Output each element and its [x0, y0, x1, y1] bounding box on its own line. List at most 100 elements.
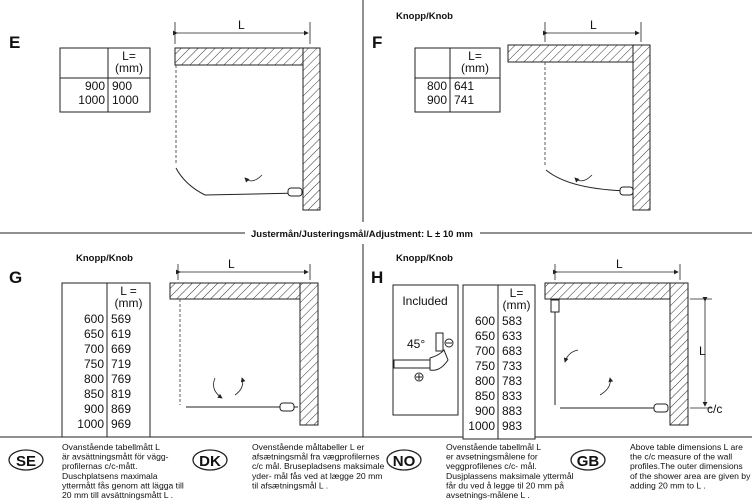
- table-cell-l: 969: [111, 417, 131, 431]
- dimension-label: L: [590, 18, 597, 32]
- table-cell-size: 650: [84, 327, 104, 341]
- panel-label-h: H: [371, 268, 383, 287]
- hinge: [550, 299, 560, 313]
- rotation-arrow: [244, 174, 263, 183]
- angle-label: 45°: [407, 337, 425, 351]
- table-cell-size: 800: [427, 79, 447, 93]
- door-handle: [279, 402, 295, 412]
- rotation-arrow: [574, 174, 593, 183]
- note-line: får du ved å legge til 20 mm på: [446, 480, 564, 490]
- door-handle: [653, 403, 669, 413]
- hinge-detail-icon: [393, 332, 454, 382]
- table-cell-size: 900: [84, 402, 104, 416]
- table-cell-l: 633: [502, 329, 522, 343]
- table-cell-size: 800: [84, 372, 104, 386]
- note-line: adding 20 mm to L .: [630, 480, 706, 490]
- included-label: Included: [402, 294, 447, 308]
- table-header: L=: [510, 286, 524, 300]
- table-cell-size: 900: [85, 79, 105, 93]
- panel-g: Knopp/Knob G L =(mm) 600 569 650 619 700 669 75…: [9, 253, 319, 438]
- language-badge: [192, 449, 228, 471]
- table-header: (mm): [115, 61, 143, 75]
- wall-side: [632, 44, 651, 211]
- rotation-arrow: [213, 377, 223, 399]
- rotation-arrow: [234, 377, 246, 396]
- table-cell-l: 869: [111, 402, 131, 416]
- language-code: GB: [577, 453, 600, 470]
- note-line: avsetnings-målene L .: [446, 490, 530, 500]
- table-cell-size: 600: [475, 314, 495, 328]
- table-cell-size: 600: [84, 312, 104, 326]
- note-line: Ovenstående måltabeller L er: [252, 442, 365, 452]
- table-cell-l: 583: [502, 314, 522, 328]
- note-line: yder- mål fås ved at lægge 20 mm: [252, 471, 382, 481]
- table-cell-size: 900: [475, 404, 495, 418]
- note-line: Ovanstående tabellmått L: [62, 442, 160, 452]
- wall-side: [302, 47, 321, 211]
- table-cell-size: 750: [84, 357, 104, 371]
- table-cell-size: 1000: [77, 417, 104, 431]
- rotation-arrow: [599, 377, 614, 396]
- included-box: [392, 284, 459, 416]
- table-cell-l: 769: [111, 372, 131, 386]
- table-header: (mm): [461, 61, 489, 75]
- dimension-table-h: L=(mm) 600 583 650 633 700 683 750 733 800 783 850 8…: [462, 284, 536, 440]
- panel-label-g: G: [9, 268, 22, 287]
- door-curve: [545, 169, 633, 192]
- table-cell-l: 983: [502, 419, 522, 433]
- language-code: SE: [16, 453, 36, 470]
- wall-top: [544, 282, 689, 300]
- wall-top: [507, 44, 651, 63]
- note-line: of the shower area are given by: [630, 471, 751, 481]
- adjustment-label: Justermån/Justeringsmål/Adjustment: L ± …: [251, 229, 473, 240]
- door-handle: [287, 187, 303, 197]
- table-frame: [462, 284, 536, 440]
- dimension-table-f: L=(mm) 800 641 900 741: [414, 47, 501, 113]
- knob-label-h: Knopp/Knob: [396, 253, 453, 264]
- table-cell-l: 569: [111, 312, 131, 326]
- panel-label-f: F: [372, 33, 382, 52]
- wall-side: [669, 282, 689, 426]
- knob-label-f: Knopp/Knob: [396, 11, 453, 22]
- door-handle: [619, 186, 634, 196]
- table-cell-size: 700: [84, 342, 104, 356]
- table-cell-l: 619: [111, 327, 131, 341]
- table-cell-size: 750: [475, 359, 495, 373]
- note-line: yttermått fås genom att lägga till: [62, 480, 184, 490]
- table-cell-size: 700: [475, 344, 495, 358]
- table-cell-l: 819: [111, 387, 131, 401]
- rotation-arrow: [563, 349, 579, 363]
- language-code: NO: [393, 453, 416, 470]
- note-line: Dusjplassens maksimale yttermål: [446, 471, 574, 481]
- table-cell-size: 1000: [468, 419, 495, 433]
- note-line: afsætningsmål fra vægprofilernes: [252, 452, 380, 462]
- language-badge: [8, 449, 44, 471]
- table-cell-l: 733: [502, 359, 522, 373]
- table-header: L=: [468, 49, 482, 63]
- cc-label: c/c: [707, 402, 722, 416]
- panel-h: Knopp/Knob H Included 45° L=(mm) 600 583 65…: [371, 253, 722, 440]
- table-header: L =: [120, 284, 137, 298]
- language-badge: [386, 449, 422, 471]
- note-line: c/c mål. Brusepladsens maksimale: [252, 461, 385, 471]
- dimension-table-g: L =(mm) 600 569 650 619 700 669 750 719 800 769 850…: [61, 282, 151, 438]
- note-line: er avsetningsmålene for: [446, 452, 538, 462]
- table-cell-l: 833: [502, 389, 522, 403]
- table-cell-l: 783: [502, 374, 522, 388]
- dimension-label: L: [616, 257, 623, 271]
- table-cell-size: 800: [475, 374, 495, 388]
- table-header: (mm): [503, 298, 531, 312]
- language-code: DK: [199, 453, 221, 470]
- table-cell-l: 883: [502, 404, 522, 418]
- note-line: til afsætningsmål L .: [252, 480, 328, 490]
- note-line: Duschplatsens maximala: [62, 471, 158, 481]
- note-line: är avsättningsmått för vägg-: [62, 452, 169, 462]
- notes: SE Ovanstående tabellmått Lär avsättnings…: [8, 442, 751, 500]
- table-cell-l: 1000: [112, 93, 139, 107]
- note-no: NO Ovenstående tabellmål Ler avsetningsmå…: [386, 442, 574, 500]
- table-cell-l: 683: [502, 344, 522, 358]
